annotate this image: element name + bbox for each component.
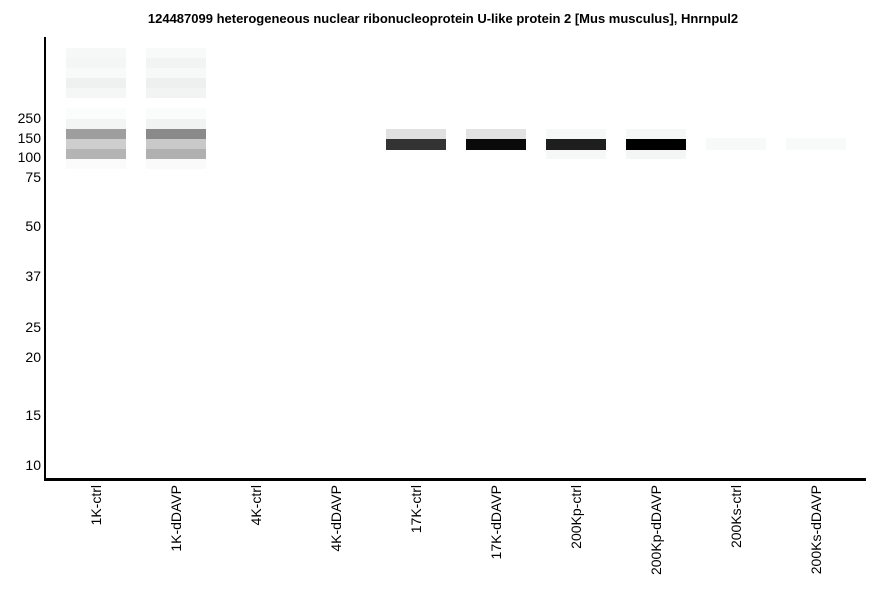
gel-lane <box>466 37 526 478</box>
protein-band <box>706 138 766 150</box>
protein-band <box>66 159 126 169</box>
protein-band <box>66 58 126 68</box>
protein-band <box>66 88 126 98</box>
gel-lane <box>786 37 846 478</box>
y-axis-line <box>44 37 46 481</box>
protein-band <box>66 129 126 139</box>
protein-band <box>146 58 206 68</box>
gel-lane <box>66 37 126 478</box>
lane-label: 200Ks-dDAVP <box>808 485 824 575</box>
y-tick-label: 150 <box>17 130 41 146</box>
lane-label: 200Kp-dDAVP <box>648 485 664 576</box>
protein-band <box>66 149 126 159</box>
protein-band <box>66 119 126 129</box>
gel-lane <box>626 37 686 478</box>
y-tick-label: 20 <box>25 349 41 365</box>
protein-band <box>66 68 126 78</box>
y-tick-label: 10 <box>25 457 41 473</box>
protein-band <box>546 150 606 159</box>
lane-label: 17K-dDAVP <box>488 485 504 560</box>
y-tick-label: 75 <box>25 169 41 185</box>
gel-lane <box>146 37 206 478</box>
lane-label: 4K-dDAVP <box>328 485 344 552</box>
protein-band <box>66 108 126 119</box>
protein-band <box>546 129 606 139</box>
protein-band <box>146 78 206 88</box>
lane-label: 17K-ctrl <box>408 485 424 534</box>
protein-band <box>66 139 126 149</box>
protein-band <box>146 68 206 78</box>
protein-band <box>386 139 446 150</box>
y-tick-label: 25 <box>25 319 41 335</box>
protein-band <box>386 129 446 139</box>
protein-band <box>146 108 206 119</box>
protein-band <box>146 88 206 98</box>
x-axis-line <box>44 478 866 481</box>
lane-label: 1K-ctrl <box>88 485 104 526</box>
gel-lane <box>226 37 286 478</box>
protein-band <box>146 129 206 139</box>
protein-band <box>626 139 686 150</box>
protein-band <box>626 150 686 159</box>
protein-band <box>466 139 526 150</box>
y-tick-label: 37 <box>25 268 41 284</box>
protein-band <box>626 129 686 139</box>
gel-lane <box>386 37 446 478</box>
protein-band <box>146 149 206 159</box>
protein-band <box>546 139 606 150</box>
gel-lane <box>306 37 366 478</box>
y-tick-label: 15 <box>25 407 41 423</box>
protein-band <box>466 129 526 139</box>
protein-band <box>146 48 206 58</box>
y-tick-label: 50 <box>25 218 41 234</box>
protein-band <box>146 159 206 169</box>
gel-lane <box>706 37 766 478</box>
protein-band <box>146 119 206 129</box>
y-tick-label: 250 <box>17 110 41 126</box>
lane-label: 200Kp-ctrl <box>568 485 584 549</box>
lane-label: 1K-dDAVP <box>168 485 184 552</box>
protein-band <box>146 139 206 149</box>
protein-band <box>66 78 126 88</box>
protein-band <box>786 138 846 150</box>
gel-lane <box>546 37 606 478</box>
y-tick-label: 100 <box>17 149 41 165</box>
plot-title: 124487099 heterogeneous nuclear ribonucl… <box>147 11 739 26</box>
lane-label: 4K-ctrl <box>248 485 264 526</box>
lane-label: 200Ks-ctrl <box>728 485 744 549</box>
protein-band <box>66 48 126 58</box>
